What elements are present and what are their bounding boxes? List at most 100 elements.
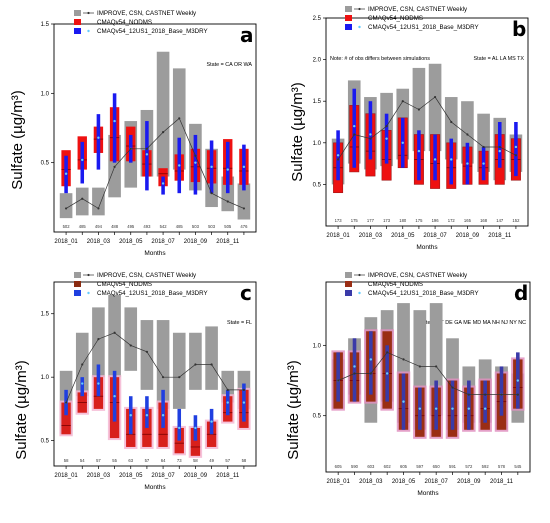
legend-marker <box>87 291 90 295</box>
legend-marker <box>358 273 361 277</box>
obs-median-point <box>417 108 421 111</box>
sample-count: 476 <box>240 224 248 229</box>
sample-count: 602 <box>384 464 392 469</box>
obs-median-point <box>514 154 518 157</box>
obs-median-point <box>337 379 340 382</box>
panel-b: 0.5 1.0 1.5 2.0 2.5 Sulfate (µg/m³) Months b Sta… <box>289 6 529 251</box>
y-axis-title: Sulfate (µg/m³) <box>9 90 26 190</box>
obs-median-point <box>97 207 100 210</box>
sample-count: 57 <box>145 458 150 463</box>
sens-box <box>193 134 198 195</box>
legend-swatch <box>345 290 352 296</box>
x-tick-label: 2018_09 <box>184 473 208 479</box>
obs-median-point <box>178 376 181 379</box>
sens-box <box>96 114 101 170</box>
sample-count: 485 <box>79 224 87 229</box>
obs-median-point <box>369 137 372 140</box>
sens-box <box>449 138 454 185</box>
obs-median-point <box>466 133 469 136</box>
sample-count: 603 <box>367 464 375 469</box>
x-axis-title: Months <box>416 244 438 251</box>
state-note: State = CA OR WA <box>207 62 253 68</box>
legend-swatch <box>74 28 81 34</box>
sens-box <box>467 380 471 430</box>
sens-median-point <box>210 420 213 423</box>
sens-median-point <box>145 153 149 156</box>
legend-swatch <box>74 19 81 25</box>
sens-median-point <box>145 414 149 417</box>
sens-median-point <box>242 401 246 404</box>
legend-marker <box>87 273 90 277</box>
sens-median-point <box>178 164 181 167</box>
obs-box <box>205 326 218 390</box>
sens-box <box>336 352 340 402</box>
sample-count: 502 <box>63 224 71 229</box>
sample-count: 177 <box>367 218 375 223</box>
obs-box <box>428 63 442 152</box>
plot-frame <box>325 281 531 473</box>
obs-median-point <box>64 207 68 210</box>
sens-median-point <box>514 145 518 149</box>
sens-box <box>177 408 182 441</box>
obs-median-point <box>81 197 84 200</box>
sample-count: 172 <box>448 218 456 223</box>
legend-label: IMPROVE, CSN, CASTNET Weekly <box>368 6 468 13</box>
sens-box <box>483 380 487 423</box>
state-note: State = AL LA MS TX <box>474 56 525 62</box>
sample-count: 196 <box>432 218 440 223</box>
sens-box <box>369 331 373 395</box>
y-axis-title: Sulfate (µg/m³) <box>289 82 306 182</box>
x-tick-label: 2018_05 <box>391 233 415 239</box>
sens-median-point <box>369 358 373 361</box>
legend: IMPROVE, CSN, CASTNET Weekly CMAQv54_NODM… <box>345 6 479 31</box>
sens-median-point <box>242 165 246 169</box>
sample-count: 605 <box>400 464 408 469</box>
x-tick-label: 2018_09 <box>457 479 481 485</box>
sample-count: 58 <box>64 458 69 463</box>
legend-swatch <box>345 272 352 278</box>
y-tick-label: 1.0 <box>313 343 322 349</box>
legend-label: CMAQv54_12US1_2018_Base_M3DRY <box>368 290 479 297</box>
obs-median-point <box>385 125 388 128</box>
sens-median-point <box>81 158 84 162</box>
obs-box <box>92 307 105 378</box>
sens-median-point <box>516 379 520 382</box>
obs-median-point <box>161 376 165 379</box>
sens-box <box>417 130 421 181</box>
obs-median-point <box>402 358 405 361</box>
plot-frame <box>325 17 529 227</box>
sens-median-point <box>129 414 132 417</box>
sample-count: 73 <box>177 458 182 463</box>
sens-box <box>497 122 502 168</box>
y-tick-label: 1.5 <box>41 22 50 28</box>
legend-swatch <box>345 281 352 287</box>
panel-letter: c <box>240 281 252 305</box>
legend: IMPROVE, CSN, CASTNET Weekly CMAQv54_NODM… <box>345 272 479 297</box>
sens-box <box>145 121 149 191</box>
plot-frame <box>53 23 257 233</box>
x-axis-title: Months <box>417 490 439 497</box>
sens-median-point <box>194 161 197 164</box>
y-tick-label: 2.5 <box>313 16 322 22</box>
x-tick-label: 2018_07 <box>151 473 175 479</box>
sens-median-point <box>466 162 469 165</box>
legend-label: CMAQv54_NODMS <box>97 281 152 288</box>
panel-letter: a <box>240 23 254 47</box>
sens-median-point <box>385 372 389 375</box>
legend-label: CMAQv54_12US1_2018_Base_M3DRY <box>97 290 208 297</box>
obs-box <box>189 332 202 390</box>
sample-count: 57 <box>225 458 230 463</box>
sens-median-point <box>402 400 405 403</box>
x-tick-label: 2018_11 <box>488 233 512 239</box>
sens-box <box>225 141 230 194</box>
sens-median-point <box>483 407 487 410</box>
sample-count: 494 <box>95 224 103 229</box>
obs-median-point <box>194 363 197 366</box>
state-note: State = FL <box>227 320 252 326</box>
sens-median-point <box>97 136 100 139</box>
obs-note: Note: # of obs differs between simulatio… <box>330 56 430 62</box>
y-tick-label: 0.5 <box>41 439 50 445</box>
sens-box <box>450 380 455 430</box>
sample-count: 58 <box>242 458 247 463</box>
